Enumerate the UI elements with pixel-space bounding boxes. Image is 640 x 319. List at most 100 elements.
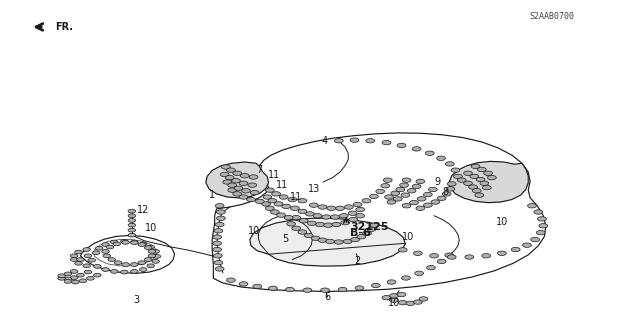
Circle shape [424,203,432,207]
Circle shape [367,227,376,231]
Circle shape [212,235,221,239]
Circle shape [223,180,232,184]
Circle shape [356,207,365,212]
Circle shape [249,175,258,179]
Circle shape [266,188,274,192]
Circle shape [106,245,114,249]
Text: 12: 12 [137,204,149,214]
Circle shape [284,215,293,220]
Circle shape [371,283,380,288]
Circle shape [148,254,156,258]
Circle shape [84,270,92,274]
Circle shape [75,250,83,254]
Circle shape [276,213,285,217]
Circle shape [300,219,308,223]
Circle shape [95,246,103,250]
Circle shape [370,223,379,227]
Circle shape [539,224,548,228]
Circle shape [383,178,392,182]
Circle shape [241,174,249,178]
Circle shape [343,239,352,244]
Circle shape [390,298,398,302]
Circle shape [318,205,327,209]
Text: 10: 10 [496,217,508,227]
Text: 3: 3 [134,294,140,305]
Circle shape [349,217,358,222]
Circle shape [248,183,257,187]
Circle shape [419,297,428,301]
Circle shape [305,233,313,238]
Circle shape [298,198,307,203]
Circle shape [233,171,242,175]
Circle shape [356,214,365,218]
Circle shape [102,268,109,271]
Circle shape [111,240,118,244]
Circle shape [426,151,434,155]
Circle shape [398,300,407,305]
Circle shape [396,187,404,192]
Polygon shape [206,162,269,198]
Circle shape [416,179,425,183]
Circle shape [355,286,364,290]
Circle shape [108,258,116,261]
Circle shape [527,204,536,208]
Circle shape [387,200,396,204]
Circle shape [471,164,480,168]
Text: S2AAB0700: S2AAB0700 [529,12,575,21]
Circle shape [271,210,279,214]
Circle shape [397,143,406,148]
Circle shape [239,282,248,286]
Circle shape [268,198,276,203]
Circle shape [511,247,520,252]
Circle shape [128,214,136,218]
Circle shape [86,277,94,280]
Text: 7: 7 [257,165,263,175]
Circle shape [536,230,545,235]
Circle shape [102,243,109,246]
Text: 13: 13 [308,184,320,194]
Circle shape [250,190,259,195]
Text: 10: 10 [248,226,260,236]
Circle shape [427,265,435,270]
Circle shape [147,264,154,268]
Circle shape [239,195,248,199]
Circle shape [152,249,159,253]
Circle shape [331,215,339,219]
Circle shape [228,183,237,187]
Circle shape [324,223,333,227]
Circle shape [140,242,147,246]
Circle shape [234,186,243,190]
Circle shape [385,195,394,199]
Circle shape [482,254,491,258]
Circle shape [472,189,481,193]
Circle shape [401,193,410,197]
Circle shape [437,196,446,200]
Circle shape [216,210,225,214]
Circle shape [442,192,451,196]
Circle shape [215,222,224,227]
Circle shape [102,249,109,253]
Circle shape [366,138,374,143]
Circle shape [397,293,406,297]
Circle shape [357,234,366,239]
Circle shape [246,197,255,202]
Circle shape [340,220,349,225]
Polygon shape [449,161,528,203]
Circle shape [412,184,421,189]
Circle shape [282,204,291,209]
Circle shape [429,187,437,192]
Circle shape [305,212,314,216]
Circle shape [152,260,159,263]
Circle shape [318,238,327,242]
Circle shape [103,254,111,258]
Circle shape [326,239,335,244]
Circle shape [402,204,411,208]
Circle shape [93,264,101,268]
Circle shape [145,258,152,261]
Circle shape [221,165,230,169]
Circle shape [445,253,454,257]
Circle shape [88,258,95,262]
Circle shape [406,301,415,306]
Circle shape [401,276,410,280]
Circle shape [454,174,462,179]
